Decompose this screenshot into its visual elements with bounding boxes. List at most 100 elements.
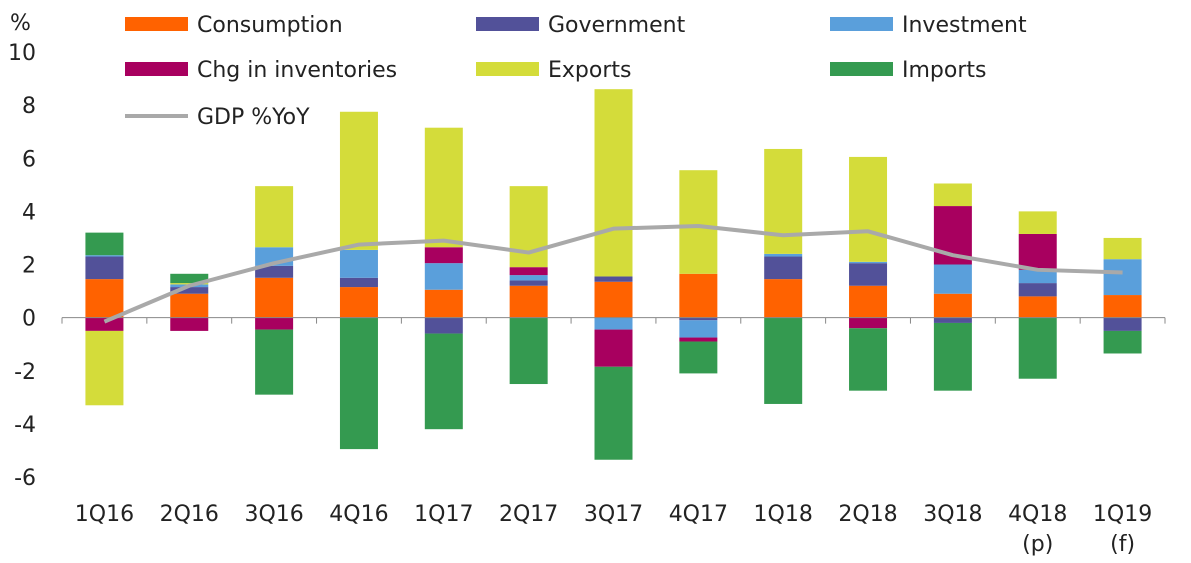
bar-segment — [764, 256, 803, 280]
bar-segment — [594, 329, 633, 367]
bar-segment — [509, 275, 548, 281]
bar-series — [85, 89, 1142, 460]
bar-segment — [339, 111, 378, 250]
x-tick-label: (p) — [1022, 532, 1053, 557]
bar-segment — [85, 256, 124, 280]
bar-segment — [255, 186, 294, 248]
y-axis-ticks: 10 8 6 4 2 0 -2 -4 -6 — [8, 41, 36, 491]
x-tick-label: 4Q18 — [1008, 502, 1067, 527]
x-tick-label: 2Q16 — [160, 502, 219, 527]
bar-segment — [933, 322, 972, 391]
legend-label: GDP %YoY — [197, 105, 310, 130]
bar-segment — [170, 287, 209, 294]
bar-segment — [170, 293, 209, 318]
x-tick-label: 4Q16 — [329, 502, 388, 527]
y-tick-label: 4 — [22, 200, 36, 225]
y-tick-label: -6 — [14, 466, 36, 491]
bar-segment — [424, 263, 463, 290]
y-tick-label: -4 — [14, 413, 36, 438]
bar-segment — [1018, 296, 1057, 318]
legend-swatch — [830, 17, 893, 31]
legend-swatch — [125, 17, 188, 31]
legend-label: Exports — [548, 58, 631, 83]
bar-segment — [424, 247, 463, 264]
legend-swatch — [476, 17, 539, 31]
y-tick-label: 0 — [22, 307, 36, 332]
bar-segment — [339, 287, 378, 318]
y-axis-unit-label: % — [10, 11, 31, 36]
bar-segment — [85, 279, 124, 318]
bar-segment — [933, 183, 972, 207]
bar-segment — [849, 285, 888, 318]
bar-segment — [509, 186, 548, 268]
bar-segment — [933, 264, 972, 294]
bar-segment — [1018, 283, 1057, 297]
bar-segment — [424, 333, 463, 430]
y-tick-label: -2 — [14, 360, 36, 385]
bar-segment — [170, 317, 209, 331]
gdp-line-series — [103, 223, 1123, 324]
bar-segment — [594, 317, 633, 330]
bar-segment — [255, 265, 294, 278]
bar-segment — [594, 281, 633, 318]
legend-swatch — [125, 62, 188, 76]
bar-segment — [509, 267, 548, 276]
bar-segment — [594, 366, 633, 460]
bar-segment — [85, 317, 124, 331]
x-axis-ticks: 1Q16 2Q16 3Q16 4Q16 1Q17 2Q17 3Q17 4Q17 1Q18 2Q18… — [61, 317, 1166, 557]
gdp-yoy-line — [103, 223, 1123, 324]
bar-segment — [764, 148, 803, 254]
bar-segment — [1103, 237, 1142, 260]
x-tick-label: 1Q18 — [754, 502, 813, 527]
bar-segment — [764, 317, 803, 404]
bar-segment — [170, 273, 209, 284]
x-tick-label: 3Q16 — [244, 502, 303, 527]
bar-segment — [679, 337, 718, 342]
legend-swatch — [476, 62, 539, 76]
bar-segment — [255, 317, 294, 330]
bar-segment — [679, 341, 718, 374]
x-tick-label: 4Q17 — [669, 502, 728, 527]
y-tick-label: 6 — [22, 147, 36, 172]
y-tick-label: 2 — [22, 254, 36, 279]
x-tick-label: 2Q17 — [499, 502, 558, 527]
x-tick-label: 1Q17 — [414, 502, 473, 527]
bar-segment — [764, 279, 803, 318]
bar-segment — [849, 156, 888, 262]
bar-segment — [424, 289, 463, 318]
bar-segment — [594, 89, 633, 277]
bar-segment — [1018, 211, 1057, 234]
x-tick-label: 3Q17 — [584, 502, 643, 527]
bar-segment — [594, 276, 633, 282]
bar-segment — [1103, 330, 1142, 354]
bar-segment — [1018, 269, 1057, 284]
bar-segment — [255, 277, 294, 318]
bar-segment — [679, 170, 718, 274]
bar-segment — [1103, 317, 1142, 331]
bar-segment — [933, 317, 972, 323]
x-tick-label: 3Q18 — [923, 502, 982, 527]
bar-segment — [339, 277, 378, 288]
legend-swatch — [830, 62, 893, 76]
bar-segment — [679, 273, 718, 318]
bar-segment — [849, 317, 888, 329]
bar-segment — [679, 320, 718, 338]
legend-label: Chg in inventories — [197, 58, 397, 83]
bar-segment — [1103, 259, 1142, 296]
bar-segment — [764, 253, 803, 257]
bar-segment — [85, 255, 124, 257]
bar-segment — [339, 249, 378, 278]
bar-segment — [1018, 317, 1057, 379]
bar-segment — [849, 261, 888, 264]
y-tick-label: 10 — [8, 41, 36, 66]
legend-label: Imports — [902, 58, 986, 83]
bar-segment — [1103, 295, 1142, 318]
bar-segment — [933, 293, 972, 318]
bar-segment — [849, 263, 888, 286]
legend-label: Government — [548, 13, 686, 38]
legend: Consumption Government Investment Chg in in… — [125, 13, 1027, 130]
bar-segment — [424, 127, 463, 248]
x-tick-label: 1Q16 — [75, 502, 134, 527]
legend-label: Consumption — [197, 13, 343, 38]
